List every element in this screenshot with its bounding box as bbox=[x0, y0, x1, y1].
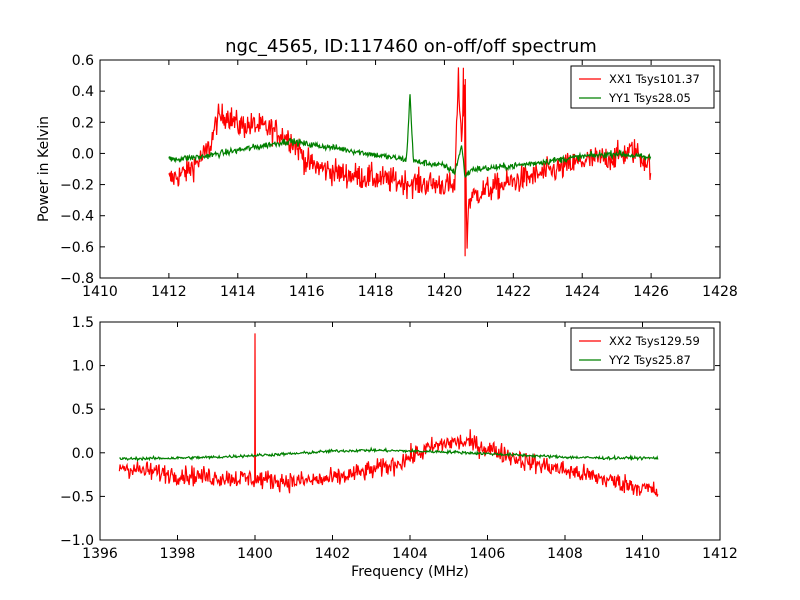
x-tick-label: 1422 bbox=[496, 284, 532, 300]
x-tick-label: 1406 bbox=[470, 546, 506, 562]
x-tick-label: 1426 bbox=[633, 284, 669, 300]
legend-box bbox=[570, 327, 715, 371]
plot-frame bbox=[99, 59, 721, 279]
legend-label: YY1 Tsys28.05 bbox=[608, 91, 691, 105]
legend-label: YY2 Tsys25.87 bbox=[608, 353, 691, 367]
x-tick-label: 1412 bbox=[702, 546, 738, 562]
y-tick-label: −0.2 bbox=[60, 178, 94, 194]
top-plot-panel: 1410 1412 1414 1416 1418 1420 1422 1424 1426 1428… bbox=[60, 53, 738, 300]
top-y-axis-label: Power in Kelvin bbox=[36, 116, 52, 222]
y-tick-label: 0.0 bbox=[72, 146, 94, 162]
x-tick-label: 1412 bbox=[151, 284, 187, 300]
x-tick-label: 1398 bbox=[160, 546, 196, 562]
x-tick-label: 1404 bbox=[392, 546, 428, 562]
x-tick-label: 1424 bbox=[564, 284, 600, 300]
y-tick-label: −1.0 bbox=[60, 533, 94, 549]
series-line-xx bbox=[168, 67, 652, 257]
x-tick-label: 1418 bbox=[358, 284, 394, 300]
x-tick-label: 1416 bbox=[289, 284, 325, 300]
y-tick-label: 0.6 bbox=[72, 53, 94, 69]
y-tick-label: −0.4 bbox=[60, 209, 94, 225]
bottom-x-axis-label: Frequency (MHz) bbox=[351, 564, 469, 580]
x-tick-label: 1428 bbox=[702, 284, 738, 300]
y-tick-label: −0.5 bbox=[60, 489, 94, 505]
y-tick-label: 1.0 bbox=[72, 359, 94, 375]
x-tick-label: 1414 bbox=[220, 284, 256, 300]
legend-label: XX2 Tsys129.59 bbox=[609, 334, 700, 348]
legend: XX2 Tsys129.59 YY2 Tsys25.87 bbox=[570, 327, 715, 371]
x-tick-label: 1410 bbox=[625, 546, 661, 562]
bottom-plot-panel: 1396 1398 1400 1402 1404 1406 1408 1410 1412 −1.0… bbox=[60, 315, 738, 562]
legend-box bbox=[570, 65, 715, 109]
legend-label: XX1 Tsys101.37 bbox=[609, 72, 700, 86]
chart-title: ngc_4565, ID:117460 on-off/off spectrum bbox=[225, 36, 597, 57]
x-tick-label: 1400 bbox=[237, 546, 273, 562]
x-tick-label: 1408 bbox=[547, 546, 583, 562]
y-tick-label: 0.5 bbox=[72, 402, 94, 418]
x-tick-label: 1410 bbox=[82, 284, 118, 300]
y-tick-label: 0.4 bbox=[72, 84, 94, 100]
y-tick-label: 1.5 bbox=[72, 315, 94, 331]
series-line-yy bbox=[119, 446, 659, 463]
legend: XX1 Tsys101.37 YY1 Tsys28.05 bbox=[570, 65, 715, 109]
x-tick-label: 1396 bbox=[82, 546, 118, 562]
y-tick-label: 0.2 bbox=[72, 115, 94, 131]
x-tick-label: 1420 bbox=[427, 284, 463, 300]
y-tick-label: −0.6 bbox=[60, 240, 94, 256]
series-line-xx bbox=[118, 333, 659, 497]
series-line-yy bbox=[168, 94, 652, 178]
y-tick-label: −0.8 bbox=[60, 271, 94, 287]
x-tick-label: 1402 bbox=[315, 546, 351, 562]
y-tick-label: 0.0 bbox=[72, 446, 94, 462]
